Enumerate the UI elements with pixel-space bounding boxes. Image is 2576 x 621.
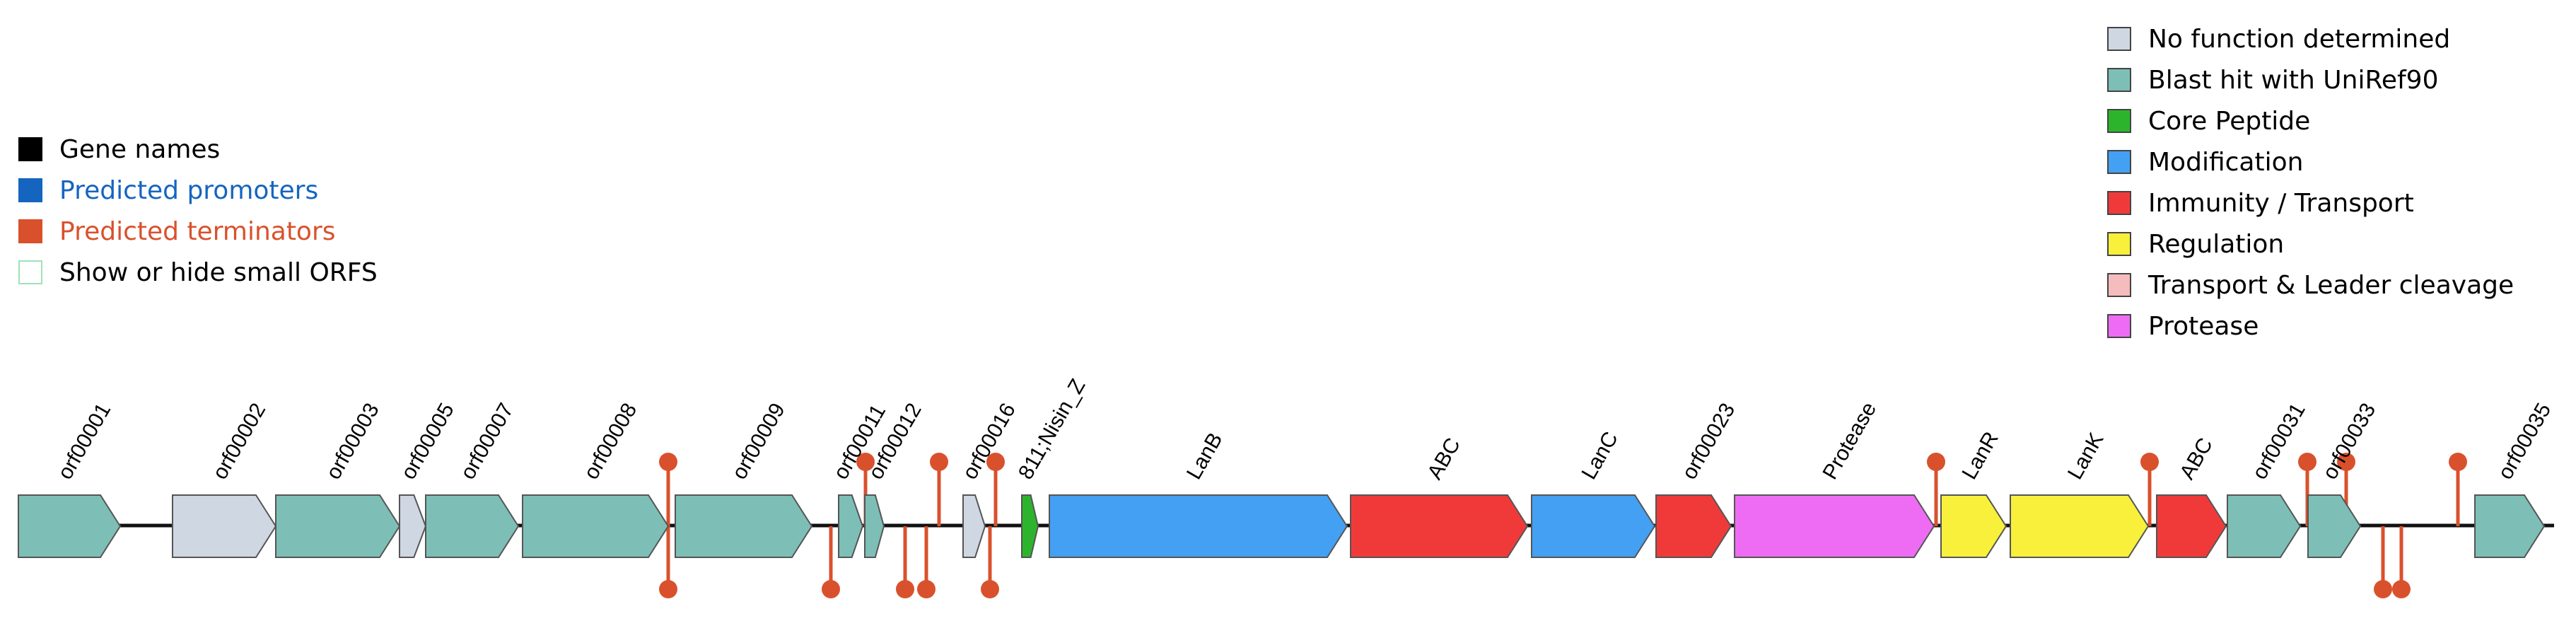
no-function-swatch	[2107, 27, 2131, 51]
gene-arrow[interactable]	[18, 494, 122, 558]
legend-item-core-peptide: Core Peptide	[2107, 100, 2514, 141]
gene-arrow[interactable]	[1655, 494, 1732, 558]
gene-name-label: orf00009	[728, 399, 790, 483]
gene-name-label: orf00001	[53, 399, 115, 483]
gene-arrow[interactable]	[425, 494, 520, 558]
gene-arrow[interactable]	[864, 494, 885, 558]
gene-arrow[interactable]	[1940, 494, 2007, 558]
terminator-marker[interactable]	[896, 580, 914, 598]
gene-arrow[interactable]	[1734, 494, 1935, 558]
gene-name-label: orf00005	[397, 399, 459, 483]
terminator-marker[interactable]	[2337, 453, 2355, 471]
terminator-marker[interactable]	[659, 580, 677, 598]
gene-name-label: LanB	[1182, 429, 1228, 483]
small-orfs-label: Show or hide small ORFS	[59, 257, 378, 287]
gene-name-label: orf00035	[2493, 399, 2555, 483]
gene-arrow[interactable]	[2474, 494, 2546, 558]
gene-name-label: orf00033	[2318, 399, 2380, 483]
modification-swatch	[2107, 150, 2131, 174]
legend-item-no-function: No function determined	[2107, 18, 2514, 59]
gene-arrow[interactable]	[1531, 494, 1656, 558]
gene-arrow[interactable]	[2156, 494, 2227, 558]
gene-arrow[interactable]	[172, 494, 277, 558]
gene-name-label: 811;Nisin_Z	[1014, 375, 1090, 483]
terminator-marker[interactable]	[2449, 453, 2467, 471]
gene-name-label: orf00016	[958, 399, 1020, 483]
terminator-marker[interactable]	[856, 453, 875, 471]
terminator-marker[interactable]	[2298, 453, 2316, 471]
legend-item-small-orfs[interactable]: Show or hide small ORFS	[18, 252, 378, 293]
gene-arrow[interactable]	[1021, 494, 1039, 558]
gene-names-swatch	[18, 137, 42, 161]
gene-arrow[interactable]	[2010, 494, 2150, 558]
terminator-marker[interactable]	[981, 580, 999, 598]
gene-arrow[interactable]	[838, 494, 864, 558]
legend-item-predicted-promoters[interactable]: Predicted promoters	[18, 170, 378, 211]
no-function-label: No function determined	[2148, 24, 2451, 54]
gene-arrow[interactable]	[399, 494, 427, 558]
gene-name-label: Protease	[1818, 398, 1881, 483]
gene-name-label: LanR	[1957, 428, 2003, 484]
legend-item-blast-hit: Blast hit with UniRef90	[2107, 59, 2514, 100]
terminator-marker[interactable]	[2374, 580, 2392, 598]
gene-name-label: orf00031	[2248, 399, 2310, 483]
gene-name-labels: orf00001 orf00002 orf00003 orf00005orf00007…	[53, 375, 2555, 483]
legend-item-modification: Modification	[2107, 141, 2514, 182]
gene-name-label: ABC	[1423, 434, 1464, 484]
terminators-swatch	[18, 219, 42, 243]
legend-item-regulation: Regulation	[2107, 224, 2514, 265]
gene-name-label: orf00007	[456, 399, 518, 483]
terminator-marker[interactable]	[659, 453, 677, 471]
legend-item-protease: Protease	[2107, 306, 2514, 347]
gene-arrow[interactable]	[2307, 494, 2362, 558]
blast-hit-swatch	[2107, 68, 2131, 92]
gene-name-label: orf00008	[579, 399, 641, 483]
immunity-transport-label: Immunity / Transport	[2148, 188, 2414, 218]
display-options-legend: Gene names Predicted promoters Predicted…	[18, 129, 378, 293]
terminator-marker[interactable]	[822, 580, 840, 598]
gene-arrow[interactable]	[2227, 494, 2302, 558]
core-peptide-label: Core Peptide	[2148, 106, 2311, 136]
promoters-swatch	[18, 178, 42, 202]
regulation-swatch	[2107, 232, 2131, 256]
gene-name-label: ABC	[2175, 434, 2217, 484]
terminators-label: Predicted terminators	[59, 216, 336, 246]
terminator-marker[interactable]	[1927, 453, 1945, 471]
gene-names-label: Gene names	[59, 134, 221, 164]
legend-item-transport-leader-cleavage: Transport & Leader cleavage	[2107, 265, 2514, 306]
gene-name-label: orf00023	[1677, 399, 1739, 483]
legend-item-immunity-transport: Immunity / Transport	[2107, 182, 2514, 224]
gene-arrow[interactable]	[962, 494, 986, 558]
gene-arrow[interactable]	[275, 494, 401, 558]
legend-item-gene-names[interactable]: Gene names	[18, 129, 378, 170]
gene-arrow[interactable]	[675, 494, 813, 558]
terminator-marker[interactable]	[930, 453, 948, 471]
terminator-marker[interactable]	[2140, 453, 2159, 471]
small-orfs-swatch	[18, 260, 42, 284]
terminator-marker[interactable]	[2392, 580, 2411, 598]
core-peptide-swatch	[2107, 109, 2131, 133]
gene-name-label: LanC	[1577, 428, 1622, 484]
gene-arrows	[18, 494, 2546, 558]
blast-hit-label: Blast hit with UniRef90	[2148, 65, 2439, 95]
legend-item-predicted-terminators[interactable]: Predicted terminators	[18, 211, 378, 252]
modification-label: Modification	[2148, 147, 2304, 177]
gene-arrow[interactable]	[1049, 494, 1348, 558]
regulation-label: Regulation	[2148, 229, 2285, 259]
terminator-marker[interactable]	[986, 453, 1005, 471]
protease-label: Protease	[2148, 311, 2259, 341]
terminator-marker[interactable]	[917, 580, 936, 598]
protease-swatch	[2107, 314, 2131, 338]
gene-cluster-map: orf00001 orf00002 orf00003 orf00005orf00007…	[18, 375, 2555, 598]
gene-name-label: LanK	[2063, 429, 2109, 483]
gene-function-legend: No function determined Blast hit with Un…	[2107, 18, 2514, 347]
transport-leader-label: Transport & Leader cleavage	[2148, 270, 2514, 300]
gene-arrow[interactable]	[522, 494, 670, 558]
gene-name-label: orf00002	[208, 399, 270, 483]
immunity-transport-swatch	[2107, 191, 2131, 215]
gene-arrow[interactable]	[1350, 494, 1529, 558]
promoters-label: Predicted promoters	[59, 175, 319, 205]
transport-leader-swatch	[2107, 273, 2131, 297]
gene-name-label: orf00003	[322, 399, 384, 483]
